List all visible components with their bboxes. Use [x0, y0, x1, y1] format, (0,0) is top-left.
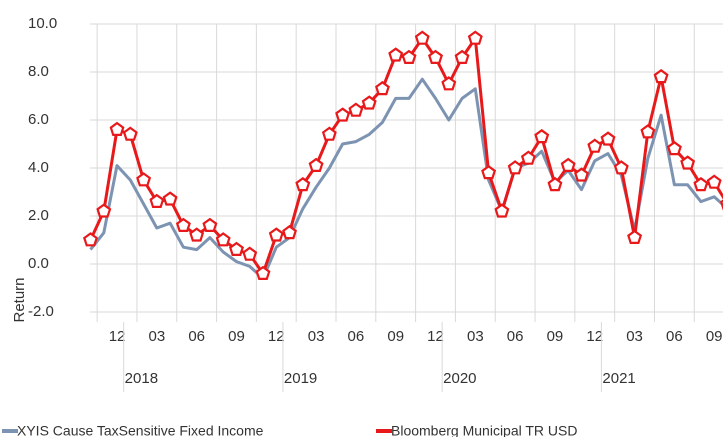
x-tick-label: 12 [427, 328, 444, 345]
data-point [361, 95, 377, 110]
data-point [613, 160, 629, 175]
data-point [467, 30, 483, 45]
x-tick-label: 12 [109, 328, 126, 345]
data-point [308, 157, 324, 172]
data-point [534, 128, 550, 144]
data-point [401, 49, 417, 65]
y-tick-label: 0.0 [28, 255, 49, 272]
data-point [640, 124, 656, 139]
data-point [122, 126, 138, 141]
data-point [295, 176, 311, 192]
plot-area [83, 30, 723, 280]
x-tick-label: 09 [387, 328, 404, 345]
data-point [202, 217, 218, 232]
data-point [680, 155, 696, 170]
year-label: 2020 [443, 370, 476, 387]
data-point [268, 227, 284, 242]
x-tick-label: 03 [626, 328, 643, 345]
x-tick-label: 12 [268, 328, 285, 345]
data-point [96, 203, 112, 218]
data-point [600, 131, 616, 146]
x-tick-label: 03 [149, 328, 166, 345]
data-point [335, 107, 351, 122]
data-point [560, 157, 576, 172]
y-tick-label: 2.0 [28, 207, 49, 224]
y-tick-label: 10.0 [28, 15, 57, 32]
series-line [89, 77, 723, 280]
data-point [109, 121, 125, 136]
data-point [587, 138, 603, 153]
x-tick-label: 03 [467, 328, 484, 345]
x-tick-label: 12 [586, 328, 603, 345]
x-tick-label: 03 [308, 328, 325, 345]
y-tick-label: -2.0 [28, 303, 54, 320]
data-point [229, 241, 244, 256]
x-tick-label: 06 [507, 328, 524, 345]
y-tick-label: 4.0 [28, 159, 49, 176]
x-tick-label: 09 [547, 328, 564, 345]
data-point [215, 232, 231, 247]
data-point [149, 193, 165, 208]
data-point [574, 167, 589, 182]
data-point [653, 68, 669, 84]
x-tick-label: 09 [228, 328, 245, 345]
data-point [693, 176, 709, 192]
data-point [136, 172, 152, 187]
legend-label: XYIS Cause TaxSensitive Fixed Income [17, 423, 264, 437]
data-point [414, 30, 430, 45]
x-tick-label: 06 [188, 328, 205, 345]
y-tick-label: 8.0 [28, 63, 49, 80]
data-point [547, 176, 563, 192]
y-axis-label: Return [11, 277, 28, 322]
data-point [666, 140, 682, 156]
x-tick-label: 09 [706, 328, 723, 345]
year-label: 2021 [602, 370, 635, 387]
legend-label: Bloomberg Municipal TR USD [391, 423, 577, 437]
data-point [282, 224, 297, 240]
y-tick-label: 6.0 [28, 111, 49, 128]
x-tick-label: 06 [348, 328, 365, 345]
data-point [348, 102, 364, 117]
data-point [454, 49, 470, 65]
data-point [507, 160, 523, 175]
x-tick-label: 06 [666, 328, 683, 345]
data-point [627, 229, 643, 244]
data-point [189, 227, 205, 242]
year-label: 2018 [125, 370, 158, 387]
data-point [83, 232, 98, 247]
data-point [520, 150, 536, 165]
data-point [242, 246, 258, 261]
data-point [321, 126, 337, 141]
year-label: 2019 [284, 370, 317, 387]
data-point [494, 203, 510, 218]
data-point [175, 217, 191, 232]
data-point [481, 164, 497, 180]
data-point [375, 80, 390, 96]
data-point [162, 191, 178, 206]
data-point [255, 265, 271, 280]
data-point [706, 174, 722, 189]
data-point [388, 47, 404, 62]
data-point [428, 49, 443, 65]
data-point [441, 76, 457, 91]
